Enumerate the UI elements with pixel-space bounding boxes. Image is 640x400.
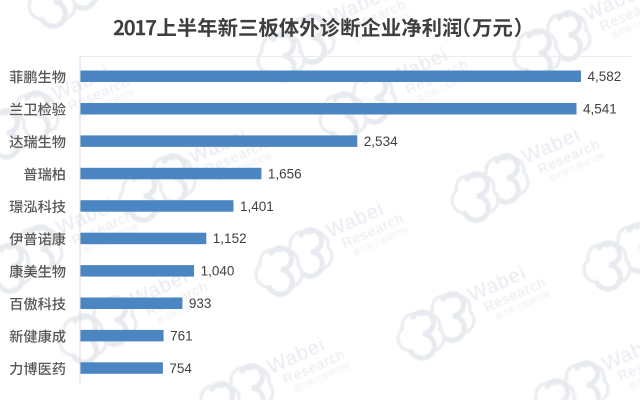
svg-text:1,656: 1,656 — [268, 166, 302, 181]
svg-text:1,040: 1,040 — [201, 264, 235, 279]
svg-text:933: 933 — [189, 296, 212, 311]
svg-text:1,401: 1,401 — [240, 199, 274, 214]
svg-text:1,152: 1,152 — [213, 231, 247, 246]
svg-text:761: 761 — [170, 329, 193, 344]
svg-text:4,541: 4,541 — [583, 102, 617, 117]
svg-text:754: 754 — [169, 361, 192, 376]
svg-text:2,534: 2,534 — [364, 134, 398, 149]
svg-text:4,582: 4,582 — [588, 69, 622, 84]
